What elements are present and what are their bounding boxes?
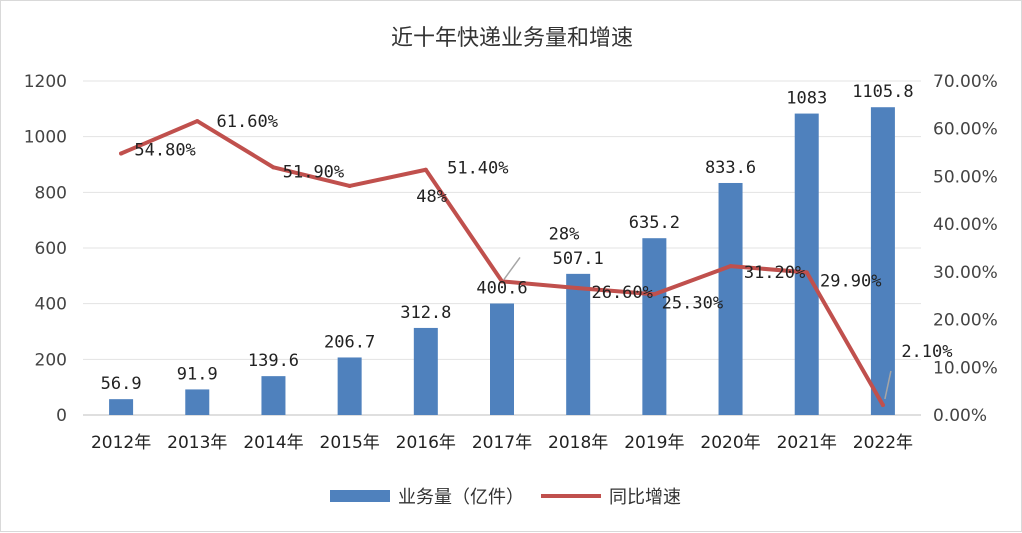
legend: 业务量（亿件） 同比增速 bbox=[330, 487, 681, 508]
line-value-label: 48% bbox=[416, 187, 447, 207]
x-tick-label: 2019年 bbox=[624, 433, 684, 453]
bar-value-label: 312.8 bbox=[400, 303, 451, 323]
bar bbox=[109, 399, 134, 415]
x-tick-label: 2022年 bbox=[853, 433, 913, 453]
bar bbox=[870, 107, 895, 416]
line-value-label: 26.60% bbox=[591, 283, 652, 303]
bar bbox=[794, 113, 819, 415]
bar bbox=[185, 389, 210, 415]
bar-value-label: 1083 bbox=[786, 89, 827, 109]
y-left-tick-label: 200 bbox=[35, 350, 67, 370]
bar bbox=[718, 182, 743, 415]
legend-bar-swatch bbox=[330, 490, 390, 502]
y-right-tick-label: 60.00% bbox=[933, 120, 998, 140]
line-value-label: 28% bbox=[549, 224, 580, 244]
bar-value-label: 1105.8 bbox=[852, 82, 913, 102]
bar bbox=[566, 273, 591, 415]
line-value-label: 51.90% bbox=[283, 162, 344, 182]
y-right-tick-label: 30.00% bbox=[933, 263, 998, 283]
y-left-tick-label: 1200 bbox=[24, 72, 67, 92]
bar bbox=[337, 357, 362, 415]
label-leader-line bbox=[503, 256, 521, 280]
x-tick-label: 2014年 bbox=[243, 433, 303, 453]
y-right-tick-label: 40.00% bbox=[933, 215, 998, 235]
y-right-tick-label: 10.00% bbox=[933, 358, 998, 378]
line-point bbox=[195, 119, 200, 124]
bar-value-label: 507.1 bbox=[553, 249, 604, 269]
y-left-tick-label: 0 bbox=[56, 406, 67, 426]
bar-value-label: 400.6 bbox=[476, 278, 527, 298]
line-point bbox=[804, 270, 809, 275]
bar-value-label: 56.9 bbox=[101, 374, 142, 394]
x-tick-label: 2021年 bbox=[777, 433, 837, 453]
axes: 0 200 400 600 800 1000 1200 0.00% 10.00% 20.00% 30… bbox=[24, 72, 998, 453]
bar-value-label: 833.6 bbox=[705, 158, 756, 178]
x-tick-label: 2020年 bbox=[700, 433, 760, 453]
y-right-tick-label: 0.00% bbox=[933, 406, 987, 426]
line-point bbox=[880, 402, 885, 407]
y-left-tick-label: 800 bbox=[35, 183, 67, 203]
x-tick-label: 2013年 bbox=[167, 433, 227, 453]
y-left-tick-label: 400 bbox=[35, 295, 67, 315]
x-tick-label: 2017年 bbox=[472, 433, 532, 453]
label-leader-line bbox=[884, 370, 892, 400]
legend-line-label: 同比增速 bbox=[609, 487, 681, 508]
bar bbox=[490, 303, 514, 415]
line-point bbox=[652, 292, 657, 297]
bar-value-label: 206.7 bbox=[324, 332, 375, 352]
line-value-label: 29.90% bbox=[820, 271, 881, 291]
line-point bbox=[728, 264, 733, 269]
line-point bbox=[423, 167, 428, 172]
bar bbox=[642, 238, 667, 415]
bar-value-label: 139.6 bbox=[248, 351, 299, 371]
bar-series bbox=[109, 107, 895, 416]
y-left-tick-label: 600 bbox=[35, 239, 67, 259]
line-value-label: 31.20% bbox=[744, 263, 805, 283]
y-left-tick-label: 1000 bbox=[24, 128, 67, 148]
bar-value-label: 91.9 bbox=[177, 364, 218, 384]
bar bbox=[413, 327, 438, 415]
line-value-label: 54.80% bbox=[134, 141, 195, 161]
data-labels: 56.9 91.9 139.6 206.7 312.8 400.6 507.1 635.2 83… bbox=[101, 82, 953, 400]
line-point bbox=[271, 165, 276, 170]
x-tick-label: 2016年 bbox=[396, 433, 456, 453]
x-tick-label: 2018年 bbox=[548, 433, 608, 453]
y-right-tick-label: 70.00% bbox=[933, 72, 998, 92]
line-series bbox=[119, 119, 885, 407]
x-tick-label: 2015年 bbox=[320, 433, 380, 453]
y-right-tick-label: 50.00% bbox=[933, 167, 998, 187]
line-point bbox=[119, 151, 124, 156]
line-value-label: 51.40% bbox=[447, 159, 508, 179]
x-tick-label: 2012年 bbox=[91, 433, 151, 453]
bar-value-label: 635.2 bbox=[629, 213, 680, 233]
y-right-tick-label: 20.00% bbox=[933, 311, 998, 331]
line-point bbox=[576, 286, 581, 291]
line-point bbox=[500, 279, 504, 284]
line-value-label: 25.30% bbox=[662, 293, 723, 313]
chart-title: 近十年快递业务量和增速 bbox=[391, 26, 633, 51]
line-value-label: 61.60% bbox=[217, 112, 278, 132]
line-value-label: 2.10% bbox=[901, 342, 952, 362]
legend-bar-label: 业务量（亿件） bbox=[398, 487, 524, 508]
bar bbox=[261, 376, 286, 415]
line-point bbox=[347, 183, 352, 188]
